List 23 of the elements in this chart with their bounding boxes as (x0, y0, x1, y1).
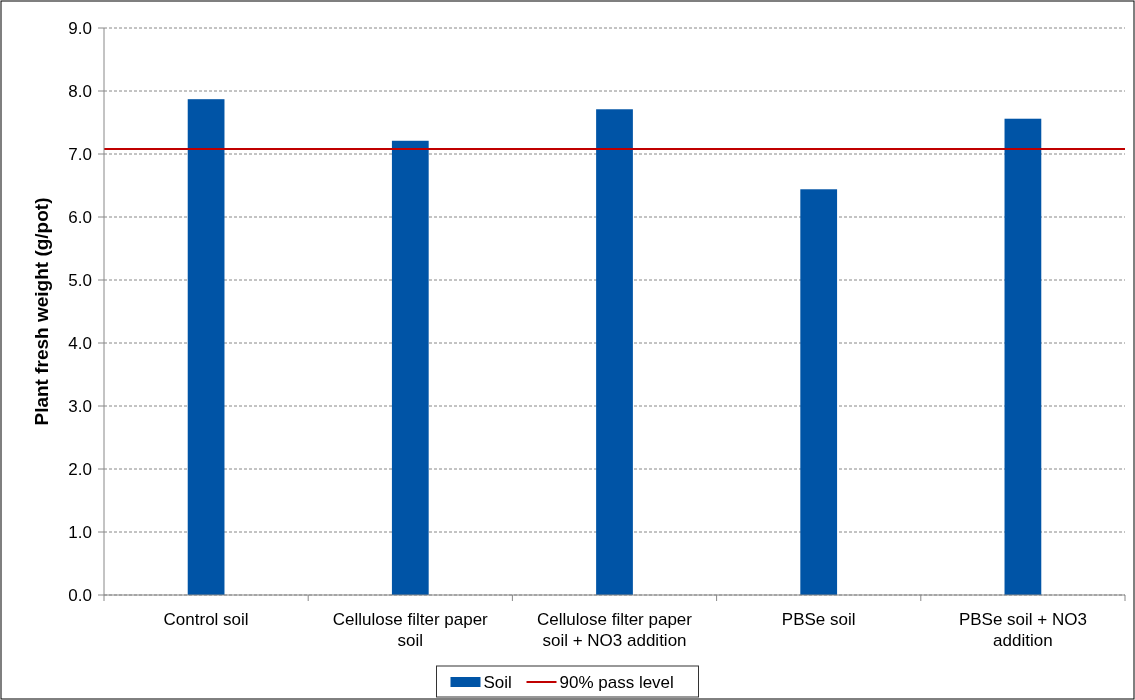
y-tick-label: 5.0 (68, 270, 92, 290)
y-tick-label: 8.0 (68, 81, 92, 101)
y-axis-title: Plant fresh weight (g/pot) (31, 197, 52, 426)
bar (800, 189, 838, 595)
x-tick-label: PBSe soil + NO3 addition (958, 610, 1087, 650)
y-tick-label: 1.0 (68, 522, 92, 542)
y-tick-label: 9.0 (68, 18, 92, 38)
y-tick-label: 4.0 (68, 333, 92, 353)
y-tick-label: 7.0 (68, 144, 92, 164)
legend-label: Soil (483, 672, 512, 692)
x-tick-label: Cellulose filter paper soil + NO3 addition (537, 610, 693, 650)
x-tick-label: PBSe soil (781, 610, 856, 629)
y-tick-label: 6.0 (68, 207, 92, 227)
bar (1004, 118, 1042, 595)
x-tick-label: Control soil (163, 610, 249, 629)
bar (391, 140, 429, 595)
y-tick-label: 0.0 (68, 585, 92, 605)
legend-label: 90% pass level (559, 672, 674, 692)
y-tick-label: 2.0 (68, 459, 92, 479)
y-tick-label: 3.0 (68, 396, 92, 416)
bar (596, 109, 633, 595)
x-tick-label: Cellulose filter paper soil (332, 610, 489, 650)
bar (187, 99, 225, 595)
